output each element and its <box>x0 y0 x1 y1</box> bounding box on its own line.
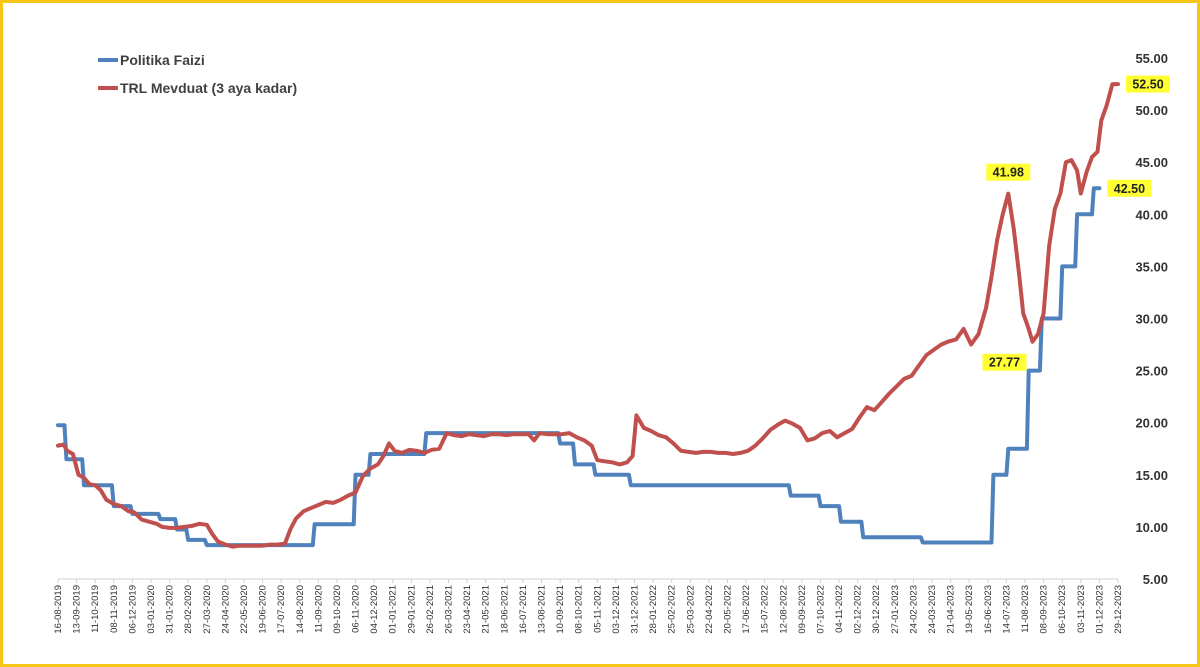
y-tick-label: 45.00 <box>1135 155 1168 170</box>
y-tick-label: 15.00 <box>1135 468 1168 483</box>
x-tick-label: 30-12-2022 <box>871 585 882 634</box>
x-tick-label: 21-05-2021 <box>481 585 492 634</box>
legend: Politika Faizi TRL Mevduat (3 aya kadar) <box>98 52 297 96</box>
x-tick-label: 15-07-2022 <box>760 585 771 634</box>
x-tick-label: 05-11-2021 <box>592 585 603 633</box>
y-tick-label: 30.00 <box>1135 312 1168 327</box>
callout-value: 41.98 <box>993 166 1024 180</box>
x-tick-label: 06-11-2020 <box>351 585 362 633</box>
x-tick-label: 24-04-2020 <box>220 585 231 634</box>
x-tick-label: 02-12-2022 <box>853 585 864 634</box>
x-tick-label: 14-08-2020 <box>295 585 306 634</box>
x-tick-label: 09-09-2022 <box>797 585 808 634</box>
y-tick-label: 10.00 <box>1135 520 1168 535</box>
x-tick-label: 18-06-2021 <box>499 585 510 634</box>
series-layer <box>56 82 1120 549</box>
y-tick-label: 50.00 <box>1135 103 1168 118</box>
x-tick-label: 26-02-2021 <box>425 585 436 634</box>
x-tick-label: 06-10-2023 <box>1057 585 1068 634</box>
x-tick-label: 11-10-2019 <box>90 585 101 633</box>
callout-value: 27.77 <box>989 356 1020 370</box>
x-tick-label: 16-07-2021 <box>518 585 529 634</box>
series-line-trl-mevduat <box>56 82 1120 549</box>
x-tick-label: 08-09-2023 <box>1039 585 1050 634</box>
x-tick-label: 29-01-2021 <box>406 585 417 634</box>
x-tick-label: 11-09-2020 <box>313 585 324 633</box>
x-tick-label: 17-07-2020 <box>276 585 287 634</box>
x-tick-label: 09-10-2020 <box>332 585 343 634</box>
x-tick-label: 27-03-2020 <box>202 585 213 634</box>
callout-highlight <box>1107 179 1152 197</box>
x-tick-label: 16-08-2019 <box>53 585 64 634</box>
x-tick-label: 24-02-2023 <box>908 585 919 634</box>
y-tick-label: 25.00 <box>1135 364 1168 379</box>
x-tick-label: 22-04-2022 <box>704 585 715 634</box>
x-tick-label: 06-12-2019 <box>127 585 138 634</box>
callout-highlight <box>982 353 1027 371</box>
x-tick-label: 31-01-2020 <box>165 585 176 634</box>
y-tick-label: 40.00 <box>1135 207 1168 222</box>
x-tick-label: 28-01-2022 <box>648 585 659 634</box>
x-tick-label: 27-01-2023 <box>890 585 901 634</box>
callout-highlight <box>1126 75 1170 93</box>
y-tick-label: 5.00 <box>1143 572 1168 587</box>
x-tick-label: 13-09-2019 <box>72 585 83 634</box>
x-tick-label: 12-08-2022 <box>778 585 789 634</box>
x-tick-label: 16-06-2023 <box>983 585 994 634</box>
callout-value: 52.50 <box>1132 78 1163 92</box>
y-tick-label: 35.00 <box>1135 259 1168 274</box>
x-tick-label: 22-05-2020 <box>239 585 250 634</box>
data-label-callout: 27.77 <box>982 353 1027 371</box>
axes-group: 5.0010.0015.0020.0025.0030.0035.0040.004… <box>53 51 1168 634</box>
x-tick-label: 04-12-2020 <box>369 585 380 634</box>
x-tick-label: 25-03-2022 <box>685 585 696 634</box>
callout-value: 42.50 <box>1114 182 1145 196</box>
x-tick-label: 10-09-2021 <box>555 585 566 634</box>
data-label-callout: 41.98 <box>986 163 1031 181</box>
x-tick-label: 07-10-2022 <box>815 585 826 634</box>
x-tick-label: 11-08-2023 <box>1020 585 1031 633</box>
x-tick-label: 13-08-2021 <box>537 585 548 634</box>
x-tick-label: 29-12-2023 <box>1113 585 1124 634</box>
callouts-group: 41.98 27.77 52.50 42.50 <box>982 75 1170 371</box>
x-tick-label: 19-06-2020 <box>258 585 269 634</box>
x-tick-label: 01-12-2023 <box>1094 585 1105 634</box>
x-tick-label: 04-11-2022 <box>834 585 845 633</box>
x-tick-label: 08-11-2019 <box>109 585 120 633</box>
legend-label-politika-faizi: Politika Faizi <box>120 52 205 68</box>
x-tick-label: 25-02-2022 <box>667 585 678 634</box>
x-tick-label: 28-02-2020 <box>183 585 194 634</box>
x-tick-label: 20-05-2022 <box>722 585 733 634</box>
x-tick-label: 24-03-2023 <box>927 585 938 634</box>
y-tick-label: 55.00 <box>1135 51 1168 66</box>
x-tick-label: 03-11-2023 <box>1076 585 1087 633</box>
x-tick-label: 03-12-2021 <box>611 585 622 634</box>
x-tick-label: 17-06-2022 <box>741 585 752 634</box>
x-tick-label: 03-01-2020 <box>146 585 157 634</box>
y-tick-label: 20.00 <box>1135 416 1168 431</box>
data-label-callout: 42.50 <box>1107 179 1152 197</box>
series-line-politika-faizi <box>56 186 1102 548</box>
x-tick-label: 31-12-2021 <box>629 585 640 634</box>
x-tick-label: 26-03-2021 <box>444 585 455 634</box>
x-tick-label: 23-04-2021 <box>462 585 473 634</box>
x-tick-label: 08-10-2021 <box>574 585 585 634</box>
x-tick-label: 14-07-2023 <box>1001 585 1012 634</box>
data-label-callout: 52.50 <box>1126 75 1170 93</box>
legend-label-trl-mevduat: TRL Mevduat (3 aya kadar) <box>120 80 297 96</box>
x-tick-label: 01-01-2021 <box>388 585 399 634</box>
callout-highlight <box>986 163 1031 181</box>
x-tick-label: 21-04-2023 <box>946 585 957 634</box>
x-tick-label: 19-05-2023 <box>964 585 975 634</box>
